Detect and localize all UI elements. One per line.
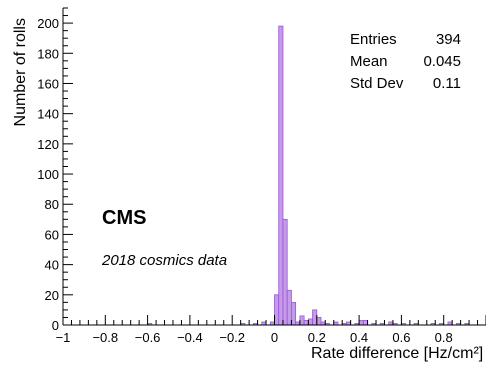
stats-stddev-value: 0.11 [433,75,461,92]
y-tick-label: 0 [52,318,59,333]
y-axis-title: Number of rolls [12,18,29,126]
x-tick-label: −0.8 [92,330,118,345]
stats-entries-label: Entries [350,31,397,48]
x-tick-label: 0.4 [350,330,368,345]
x-tick-label: 0.8 [435,330,453,345]
x-tick-label: −0.4 [177,330,203,345]
histogram-bar [278,25,284,326]
histogram-bar [307,318,313,326]
histogram-bars [147,25,470,326]
x-tick-label: −0.2 [219,330,245,345]
histogram-bar [358,320,364,326]
y-tick-label: 200 [37,16,59,31]
x-ticks: −1 −0.8 −0.6 −0.4 −0.2 0 0.2 0.4 0.6 0.8 [56,315,486,345]
y-tick-label: 80 [45,197,59,212]
experiment-label: CMS [102,207,146,229]
x-tick-label: −1 [56,330,71,345]
stats-entries-value: 394 [436,31,461,48]
stats-mean-label: Mean [350,53,388,70]
y-tick-label: 100 [37,167,59,182]
x-tick-label: −0.6 [135,330,161,345]
x-tick-label: 0 [271,330,278,345]
y-tick-label: 120 [37,137,59,152]
histogram-bar [286,289,292,326]
stats-mean-value: 0.045 [423,53,461,70]
histogram-bar [282,218,288,326]
stats-stddev-label: Std Dev [350,75,404,92]
y-tick-label: 20 [45,288,59,303]
histogram-bar [303,320,309,326]
y-ticks: 0 20 40 60 80 100 120 140 160 180 200 [37,7,73,333]
histogram-bar [312,309,318,326]
y-tick-label: 40 [45,258,59,273]
histogram-bar [362,320,368,326]
y-tick-label: 160 [37,76,59,91]
x-tick-label: 0.6 [392,330,410,345]
x-axis-title: Rate difference [Hz/cm²] [311,345,483,362]
histogram-bar [274,294,280,326]
histogram-bar [291,301,297,326]
stats-box: Entries 394 Mean 0.045 Std Dev 0.11 [350,31,461,92]
x-tick-label: 0.2 [308,330,326,345]
histogram-bar [299,315,305,326]
dataset-label: 2018 cosmics data [101,252,227,269]
y-tick-label: 60 [45,227,59,242]
histogram-bar [316,317,322,326]
y-tick-label: 140 [37,107,59,122]
y-tick-label: 180 [37,46,59,61]
